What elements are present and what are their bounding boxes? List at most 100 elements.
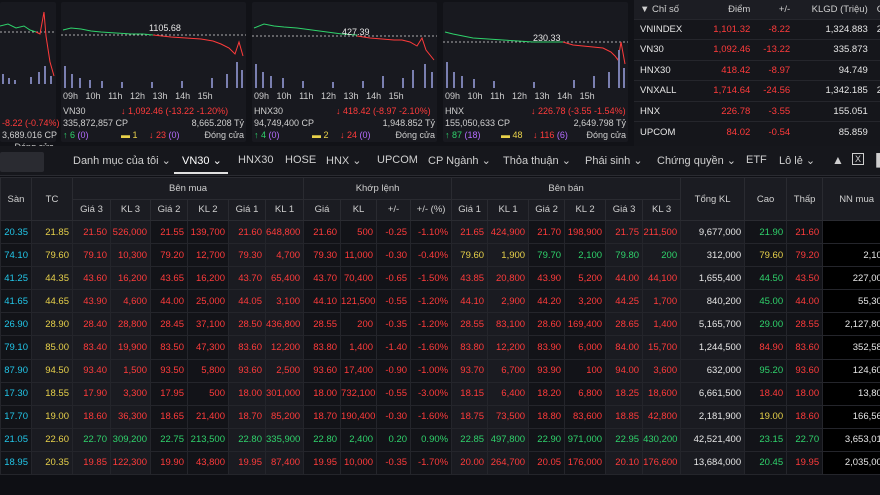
col-high[interactable]: Cao <box>744 177 788 221</box>
subcol-13[interactable]: KL 2 <box>564 198 607 221</box>
cell: 10,000 <box>340 450 378 476</box>
table-row[interactable]: 17.30 18.55 17.90 3,300 17.95 500 18.00 301,000… <box>0 381 880 406</box>
cell: 79.20 <box>786 243 824 268</box>
collapse-icon[interactable]: ▲ <box>832 153 844 167</box>
subcol-2[interactable]: Giá 2 <box>150 198 188 221</box>
subcol-14[interactable]: Giá 3 <box>605 198 644 221</box>
tab-upcom[interactable]: UPCOM <box>377 154 418 166</box>
chart-panel-hnx[interactable]: 230.33 09h 10h 11h 12h 13h 14h 15h HNX ↓ … <box>443 2 628 142</box>
table-row[interactable]: 41.65 44.65 43.90 4,600 44.00 25,000 44.05 3,10… <box>0 289 880 314</box>
cell: -0.25 <box>376 219 412 245</box>
cell: 43.60 <box>72 266 111 291</box>
tab-vn30[interactable]: VN30 ⌄ <box>182 155 222 167</box>
tab-watchlist[interactable]: Danh mục của tôi ⌄ <box>73 155 171 167</box>
col-low[interactable]: Thấp <box>786 177 824 221</box>
subcol-0[interactable]: Giá 3 <box>72 198 111 221</box>
index-value: 8, <box>871 39 880 60</box>
table-row[interactable]: 74.10 79.60 79.10 10,300 79.20 12,700 79.30 4,7… <box>0 243 880 268</box>
subcol-10[interactable]: Giá 1 <box>451 198 489 221</box>
cell: 19,900 <box>110 335 151 360</box>
subcol-4[interactable]: Giá 1 <box>228 198 266 221</box>
symbol-search-input[interactable] <box>0 152 44 172</box>
chart-panel-hnx30[interactable]: 427.39 09h 10h 11h 12h 13h 14h 15h HNX30… <box>252 2 437 142</box>
excel-export-icon[interactable]: X <box>852 153 865 165</box>
cell: 1,655,400 <box>680 266 746 291</box>
subcol-7[interactable]: KL <box>340 198 378 221</box>
cell: 84.90 <box>744 335 788 360</box>
col-points[interactable]: Điểm <box>701 0 755 19</box>
table-row[interactable]: 17.70 19.00 18.60 36,300 18.65 21,400 18.70 85,… <box>0 404 880 429</box>
cell: 6,700 <box>487 358 530 383</box>
table-row[interactable]: 41.25 44.35 43.60 16,200 43.65 16,200 43.70 65,… <box>0 266 880 291</box>
tab-derivatives[interactable]: Phái sinh ⌄ <box>585 155 643 167</box>
tab-hnx[interactable]: HNX ⌄ <box>326 155 362 167</box>
subcol-15[interactable]: KL 3 <box>642 198 682 221</box>
col-index-name[interactable]: ▼ Chỉ số <box>634 0 702 19</box>
cell: 18.65 <box>150 404 188 429</box>
cell: 44.00 <box>605 266 644 291</box>
cell: 21.55 <box>150 219 188 245</box>
subcol-6[interactable]: Giá <box>303 198 342 221</box>
unchanged-count: ▬ 1 <box>121 130 138 140</box>
col-foreign-buy[interactable]: NN mua <box>822 177 880 221</box>
cell: 28.60 <box>528 312 566 337</box>
table-row[interactable]: 87.90 94.50 93.40 1,500 93.50 5,800 93.60 2,500… <box>0 358 880 383</box>
subcol-3[interactable]: KL 2 <box>187 198 229 221</box>
subcol-5[interactable]: KL 1 <box>264 198 305 221</box>
subcol-11[interactable]: KL 1 <box>487 198 530 221</box>
subcol-1[interactable]: KL 3 <box>110 198 151 221</box>
cell: 83.90 <box>528 335 566 360</box>
tab-etf[interactable]: ETF <box>746 154 767 166</box>
panel-name[interactable]: HNX30 <box>254 106 284 116</box>
index-name: VNXALL <box>634 80 702 101</box>
cell: 1,500 <box>110 358 151 383</box>
subcol-8[interactable]: +/- <box>376 198 412 221</box>
panel-name[interactable]: VN30 <box>63 106 86 116</box>
table-row[interactable]: 26.90 28.90 28.40 28,800 28.45 37,100 28.50 436… <box>0 312 880 337</box>
tab-negotiated[interactable]: Thỏa thuận ⌄ <box>503 155 571 167</box>
panel-name[interactable]: HNX <box>445 106 465 116</box>
col-change[interactable]: +/- <box>754 0 795 19</box>
col-reference[interactable]: TC <box>31 177 73 221</box>
cell: 44.00 <box>150 289 188 314</box>
cell: 166,565 <box>822 404 880 429</box>
tab-sector[interactable]: CP Ngành ⌄ <box>428 155 491 167</box>
cell: 22.75 <box>150 427 188 452</box>
col-total-volume[interactable]: Tổng KL <box>680 177 746 221</box>
tab-odd-lot[interactable]: Lô lẻ ⌄ <box>779 155 816 167</box>
subcol-9[interactable]: +/- (%) <box>410 198 453 221</box>
settings-icon[interactable]: ▐ <box>872 153 880 167</box>
panel-status: Đóng cửa <box>204 130 244 140</box>
cell: 16,200 <box>110 266 151 291</box>
index-change: -0.54 <box>754 121 795 142</box>
cell: 100 <box>564 358 607 383</box>
cell: 198,900 <box>564 219 607 245</box>
cell: 93.60 <box>303 358 342 383</box>
col-value[interactable]: GT <box>871 0 880 19</box>
chart-panel-vn30[interactable]: 1105.68 09h 10h 11h 12h 13h 14h 15h VN30… <box>61 2 246 142</box>
col-floor[interactable]: Sàn <box>0 177 32 221</box>
tab-hnx30[interactable]: HNX30 <box>238 154 274 166</box>
table-row[interactable]: 79.10 85.00 83.40 19,900 83.50 47,300 83.60 12,… <box>0 335 880 360</box>
cell: 18.55 <box>31 381 73 406</box>
table-row[interactable]: 18.95 20.35 19.85 122,300 19.90 43,800 19.95 87… <box>0 450 880 476</box>
col-volume[interactable]: KLGD (Triệu) <box>794 0 872 19</box>
table-row[interactable]: 20.35 21.85 21.50 526,000 21.55 139,700 21.60 6… <box>0 219 880 245</box>
cell: 44.00 <box>786 289 824 314</box>
table-row[interactable]: 21.05 22.60 22.70 309,200 22.75 213,500 22.80 3… <box>0 427 880 452</box>
index-change: -3.55 <box>754 100 795 122</box>
tab-warrants[interactable]: Chứng quyền ⌄ <box>657 155 736 167</box>
index-points: 84.02 <box>701 121 755 142</box>
panel-change: -8.22 (-0.74%) <box>2 118 60 128</box>
cell: -0.35 <box>376 312 412 337</box>
tab-hose[interactable]: HOSE <box>285 154 317 166</box>
chart-vn30 <box>61 27 246 88</box>
subcol-12[interactable]: Giá 2 <box>528 198 566 221</box>
chart-panel-vnindex[interactable]: -8.22 (-0.74%) 3,689.016 CP Đóng cửa <box>0 2 60 152</box>
